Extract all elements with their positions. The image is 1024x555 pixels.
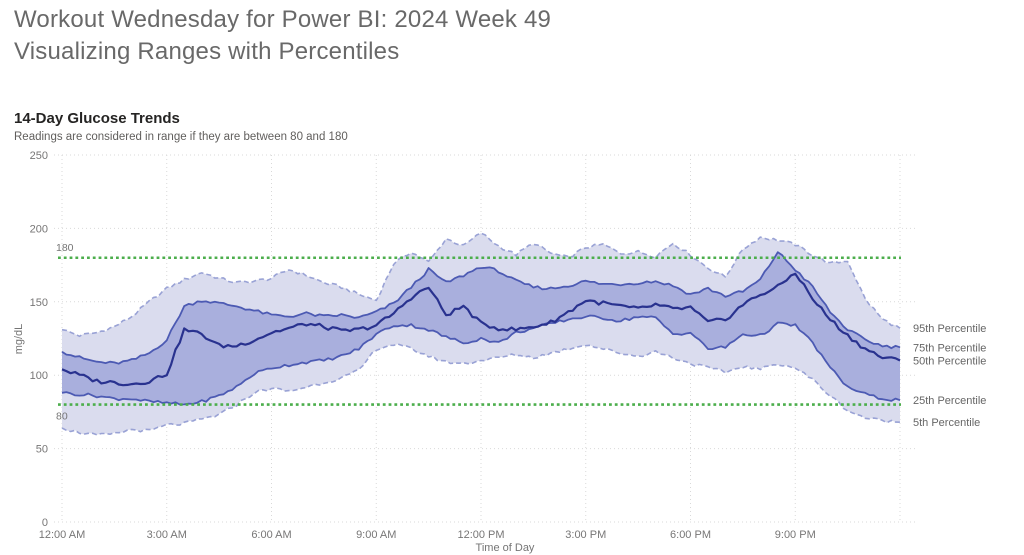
reference-line-label: 180	[56, 242, 74, 254]
x-tick-label: 6:00 PM	[670, 529, 711, 541]
y-axis-title: mg/dL	[13, 324, 25, 355]
series-label: 75th Percentile	[913, 342, 986, 354]
report-title: Workout Wednesday for Power BI: 2024 Wee…	[14, 4, 551, 68]
x-tick-label: 9:00 PM	[775, 529, 816, 541]
x-axis-tick-labels: 12:00 AM 3:00 AM 6:00 AM 9:00 AM 12:00 PM 3:0…	[39, 529, 816, 541]
chart-subtitle: Readings are considered in range if they…	[14, 131, 348, 143]
p75-line[interactable]	[61, 251, 901, 365]
inner-percentile-band[interactable]	[62, 252, 900, 405]
series-label: 25th Percentile	[913, 395, 986, 407]
x-tick-label: 9:00 AM	[356, 529, 396, 541]
series-label: 95th Percentile	[913, 323, 986, 335]
median-line[interactable]	[61, 272, 901, 387]
percentile-end-labels: 95th Percentile 75th Percentile 50th Perce…	[913, 323, 986, 429]
p95-line[interactable]	[61, 232, 901, 338]
range-reference-lines: 180 80	[56, 242, 901, 423]
x-axis-title: Time of Day	[476, 542, 535, 554]
report-title-line2: Visualizing Ranges with Percentiles	[14, 38, 400, 65]
y-tick-label: 100	[30, 370, 48, 382]
y-tick-label: 200	[30, 223, 48, 235]
x-tick-label: 3:00 AM	[147, 529, 187, 541]
p25-line[interactable]	[61, 314, 901, 406]
y-tick-label: 150	[30, 297, 48, 309]
x-tick-label: 6:00 AM	[251, 529, 291, 541]
series-label: 5th Percentile	[913, 417, 980, 429]
y-axis-tick-labels: 0 50 100 150 200 250	[30, 150, 48, 529]
reference-line-label: 80	[56, 411, 68, 423]
report-title-line1: Workout Wednesday for Power BI: 2024 Wee…	[14, 6, 552, 33]
x-tick-label: 12:00 PM	[457, 529, 504, 541]
series-label: 50th Percentile	[913, 356, 986, 368]
y-tick-label: 250	[30, 150, 48, 162]
x-tick-label: 12:00 AM	[39, 529, 85, 541]
p5-line[interactable]	[61, 343, 901, 436]
y-tick-label: 50	[36, 444, 48, 456]
y-tick-label: 0	[42, 517, 48, 529]
glucose-trends-visual[interactable]: 14-Day Glucose Trends Readings are consi…	[0, 100, 1024, 555]
x-tick-label: 3:00 PM	[565, 529, 606, 541]
chart-title: 14-Day Glucose Trends	[14, 110, 180, 127]
